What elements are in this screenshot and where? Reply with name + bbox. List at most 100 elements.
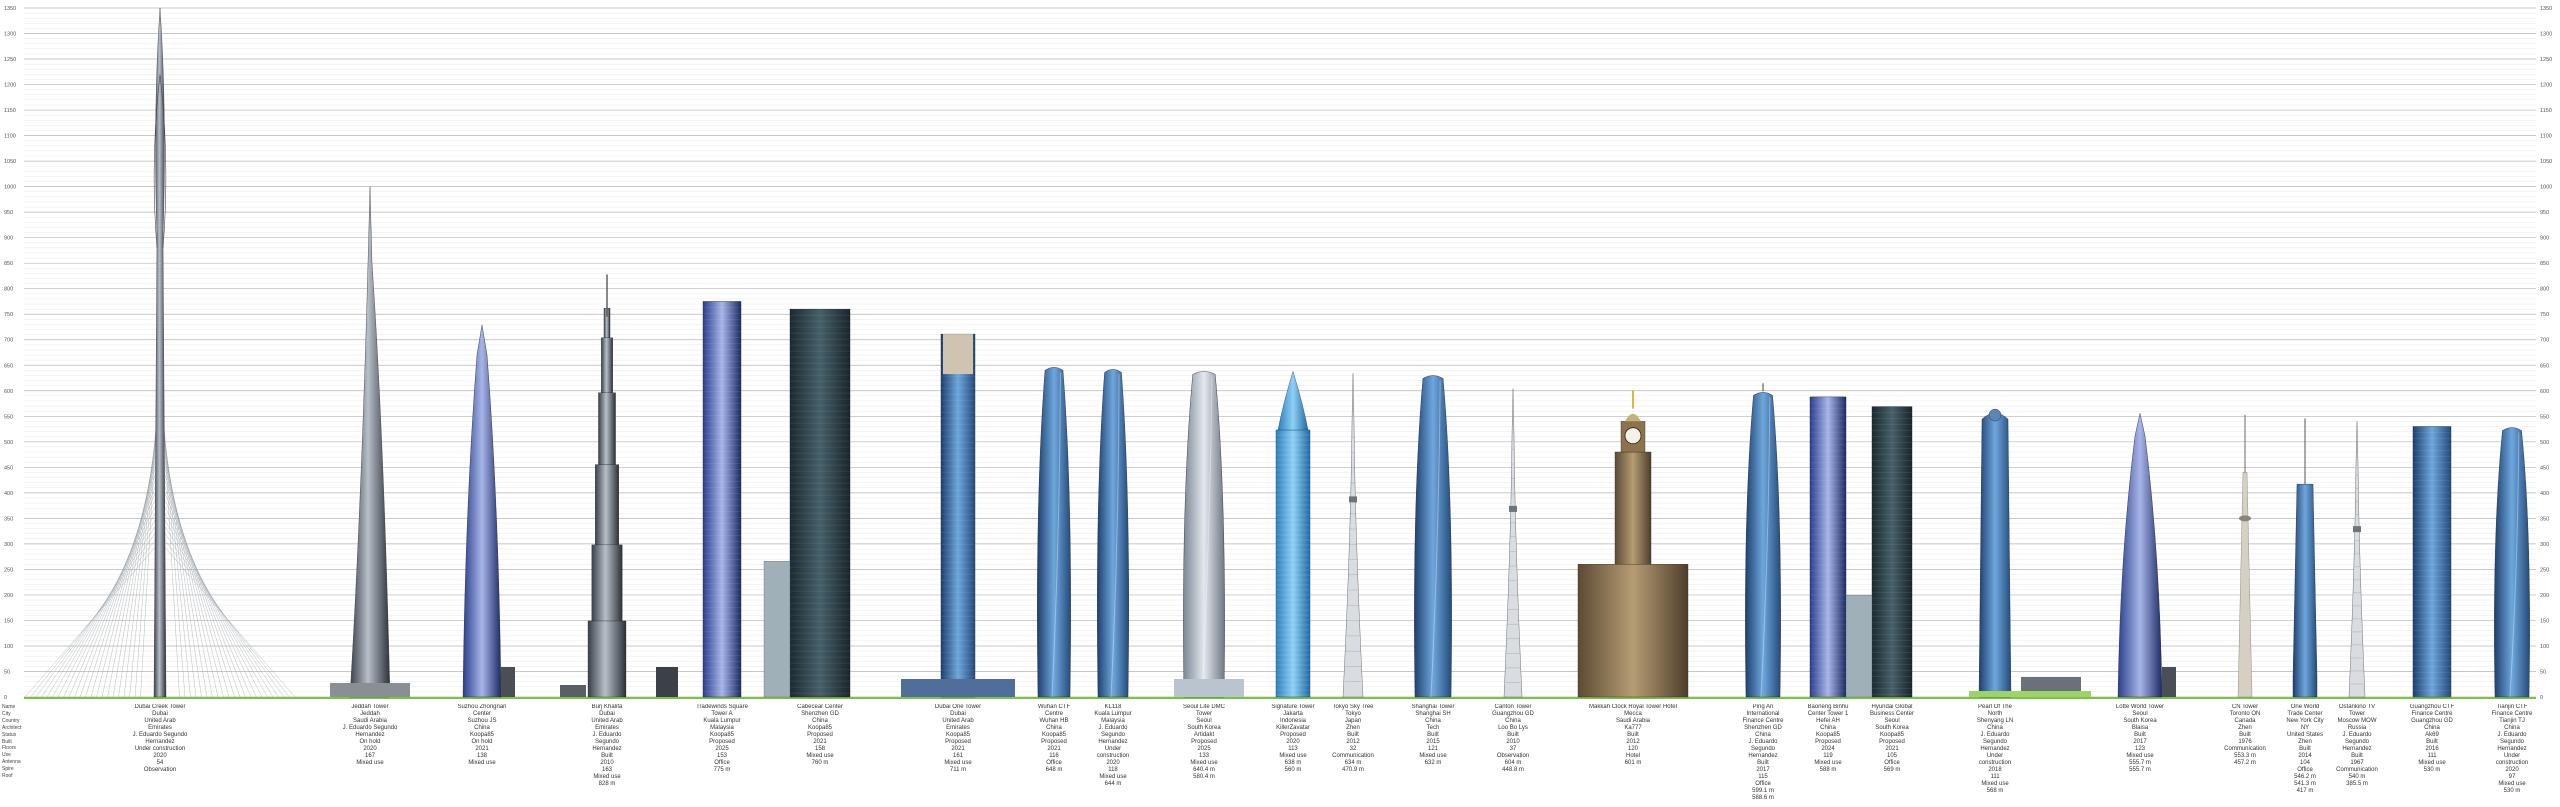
tower-highlight [1430,380,1441,698]
cable [161,479,246,698]
building-country: Saudi Arabia [352,718,388,724]
tower-2 [462,324,515,698]
building-architect: J. Eduardo Segundo Hernandez [1748,739,1778,759]
building-info-column: Suzhou Zhongnan Center Suzhou JS China Koop… [455,704,509,807]
tower-detail [153,74,167,248]
building-roof: 448.8 m [1502,767,1524,773]
y-tick-label: 150 [2540,618,2549,624]
building-built: 2021 [813,739,827,745]
building-name: Dubai Creek Tower [134,704,186,710]
row-label: Antenna [2,759,21,766]
tower-20 [2237,414,2253,698]
building-country: Japan [1344,718,1362,724]
building-architect: Ak69 [2425,732,2439,738]
building-floors: 113 [1288,746,1298,752]
cable [161,500,263,698]
building-country: Malaysia [1101,718,1125,724]
tower-5 [763,308,851,698]
y-tick-label: 650 [2540,363,2549,369]
building-status: Built [2351,753,2363,759]
building-architect: Koopa85 [807,725,833,731]
tower-7 [1037,367,1071,698]
building-country: China [474,725,490,731]
building-status: Under construction [1978,753,2012,766]
building-floors: 97 [2508,774,2516,780]
building-name: Burj Khalifa [591,704,623,710]
tower-21 [2292,418,2318,698]
building-name: Guangzhou CTF Finance Centre [2409,704,2455,717]
building-country: China [1820,725,1836,731]
y-tick-label: 300 [4,542,13,548]
building-roof: 648 m [1045,767,1063,773]
tower-22 [2348,421,2366,698]
building-info-column: Pearl Of The North Shenyang LN China J. Edu… [1971,704,2019,807]
y-tick-label: 450 [2540,465,2549,471]
building-status: Proposed [945,739,971,745]
building-built: 2012 [1346,739,1360,745]
y-tick-label: 350 [2540,516,2549,522]
building-info-column: Hyundai Global Business Center Seoul South… [1864,704,1920,807]
building-info-column: Burj Khalifa Dubai United Arab Emirates J. … [580,704,634,807]
y-tick-label: 50 [2540,669,2546,675]
building-country: China [1755,732,1771,738]
building-status: Proposed [1815,739,1841,745]
cable [161,422,202,698]
y-tick-label: 350 [4,516,13,522]
tower-pearl [1988,408,2002,422]
building-roof: 385.5 m [2346,781,2368,787]
tower-podium [901,679,1015,697]
building-floors: 158 [814,746,825,752]
building-status: Proposed [709,739,735,745]
y-tick-label: 1350 [2540,6,2552,12]
tower-body [2494,427,2530,698]
tower-body [1871,406,1913,698]
building-use: Office [1046,760,1062,766]
building-floors: 116 [1049,753,1059,759]
building-architect: J. Eduardo Segundo Hernandez [1098,725,1128,745]
y-tick-label: 1150 [2540,108,2552,114]
building-country: China [1046,725,1062,731]
building-built: 2025 [715,746,729,752]
tower-body [1809,396,1847,698]
tower-body [1097,369,1129,698]
cable [46,515,159,698]
cable [161,400,186,698]
y-tick-label: 750 [2540,312,2549,318]
tower-tier [591,544,623,622]
tower-tier [598,392,616,465]
y-tick-label: 1100 [2540,134,2552,140]
building-use: Mixed use [1814,760,1842,766]
cable [79,472,159,698]
building-status: Proposed [807,732,833,738]
y-tick-label: 200 [4,593,13,599]
building-architect: Koopa85 [945,732,971,738]
y-tick-label: 650 [4,363,13,369]
tower-body [1183,371,1225,698]
tower-23 [2412,426,2452,698]
cable [85,465,159,698]
building-city: Wuhan HB [1039,718,1069,724]
building-built: 2021 [475,746,489,752]
building-name: Lotte World Tower [2115,704,2165,710]
building-built: 2020 [1106,760,1120,766]
y-tick-label: 850 [2540,261,2549,267]
y-tick-label: 950 [2540,210,2549,216]
building-name: KL118 [1104,704,1122,710]
building-info-column: CN Tower Toronto ON Canada Zhen Built 1976 Com… [2223,704,2267,807]
building-floors: 123 [2134,746,2145,752]
building-city: Tianjin TJ [2499,718,2525,724]
cable [161,465,235,698]
building-use: Observation [1496,753,1530,759]
building-use: Office [1755,781,1771,787]
building-use: Office [1884,760,1900,766]
y-tick-label: 900 [4,236,13,242]
tower-body [1978,412,2012,698]
y-tick-label: 450 [4,465,13,471]
cable [123,415,159,698]
tower-9 [1174,371,1244,698]
y-tick-label: 400 [4,491,13,497]
tower-0 [24,7,296,698]
y-tick-label: 600 [4,389,13,395]
tower-body [940,333,976,698]
